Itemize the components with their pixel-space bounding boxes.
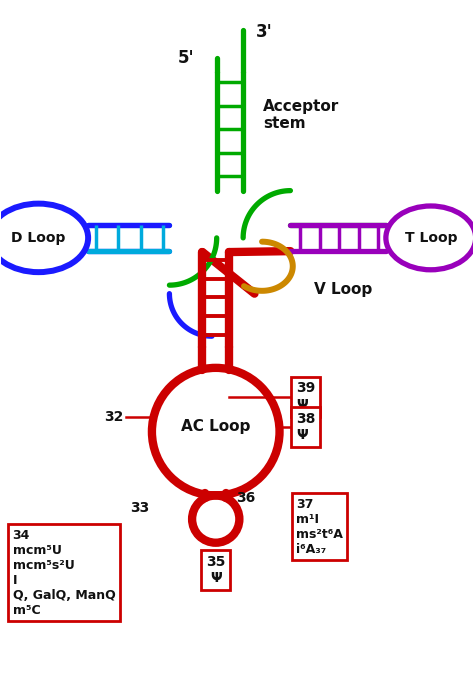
Text: 33: 33 [130,501,150,515]
Text: AC Loop: AC Loop [181,420,250,435]
Text: 39
Ψ: 39 Ψ [296,382,315,411]
Text: 36: 36 [236,491,255,504]
Text: T Loop: T Loop [404,231,457,245]
Text: 3': 3' [256,23,273,41]
Text: 37
m¹I
ms²t⁶A
i⁶A₃₇: 37 m¹I ms²t⁶A i⁶A₃₇ [296,498,343,556]
Text: V Loop: V Loop [314,282,372,297]
Text: 5': 5' [178,50,194,67]
Text: 34
mcm⁵U
mcm⁵s²U
I
Q, GalQ, ManQ
m⁵C: 34 mcm⁵U mcm⁵s²U I Q, GalQ, ManQ m⁵C [12,528,115,617]
Text: 35
Ψ: 35 Ψ [206,555,226,585]
Text: D Loop: D Loop [11,231,66,245]
Text: Acceptor
stem: Acceptor stem [263,99,339,131]
Text: 32: 32 [104,411,124,424]
Text: 38
Ψ: 38 Ψ [296,412,316,442]
